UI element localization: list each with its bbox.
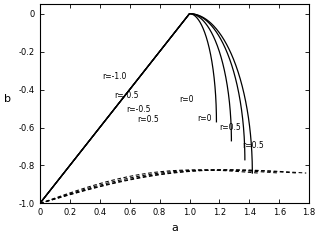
Text: r=-1.0: r=-1.0 xyxy=(103,72,127,81)
Text: r=0.5: r=0.5 xyxy=(220,123,241,132)
Text: r=0: r=0 xyxy=(197,114,212,123)
Text: r=0.5: r=0.5 xyxy=(137,115,159,124)
Text: r=0: r=0 xyxy=(179,95,194,104)
Text: r=-0.5: r=-0.5 xyxy=(127,105,151,114)
X-axis label: a: a xyxy=(171,223,178,233)
Text: r=-0.5: r=-0.5 xyxy=(115,91,139,100)
Y-axis label: b: b xyxy=(4,94,11,104)
Text: r=0.5: r=0.5 xyxy=(242,141,264,150)
